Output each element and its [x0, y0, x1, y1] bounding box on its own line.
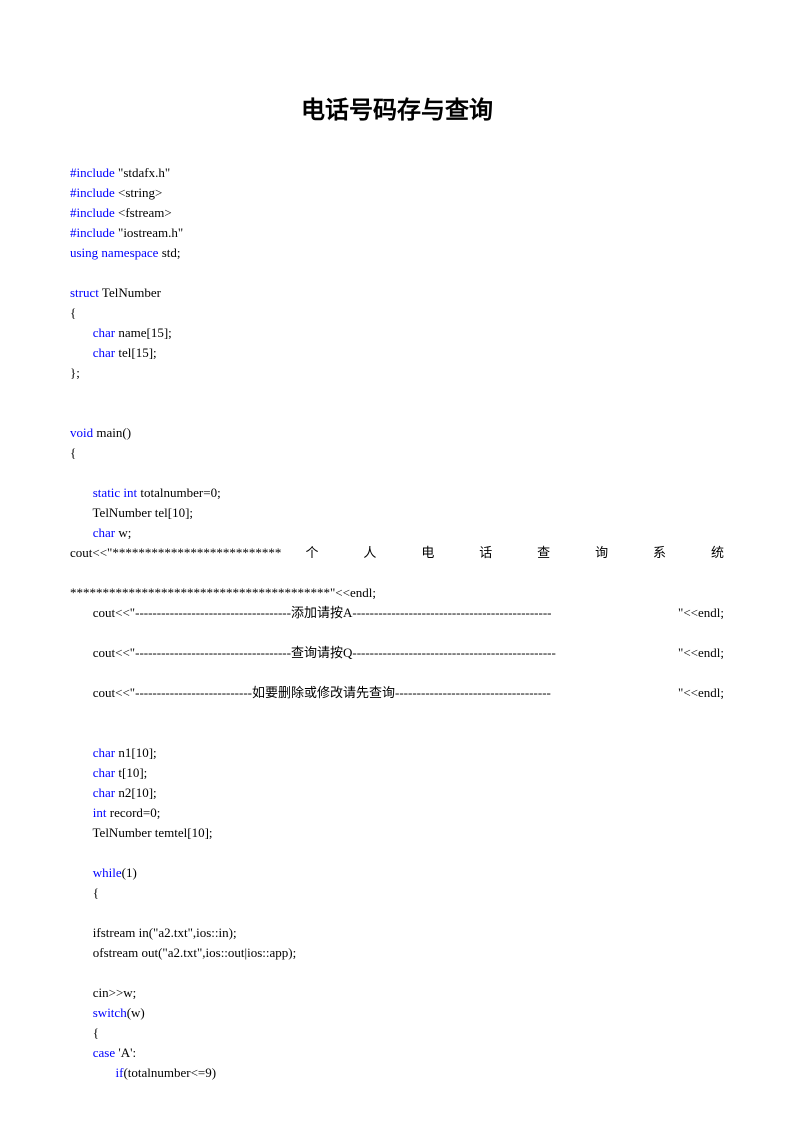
code-line: { — [70, 305, 76, 320]
code-line: #include "iostream.h" — [70, 225, 183, 240]
code-line: cin>>w; — [70, 985, 136, 1000]
code-line: int record=0; — [70, 805, 160, 820]
document-page: 电话号码存与查询 #include "stdafx.h" #include <s… — [0, 0, 794, 1123]
code-line: static int totalnumber=0; — [70, 485, 221, 500]
code-line: }; — [70, 365, 80, 380]
code-line: TelNumber temtel[10]; — [70, 825, 213, 840]
code-line: char tel[15]; — [70, 345, 157, 360]
page-title: 电话号码存与查询 — [70, 90, 724, 125]
code-line: TelNumber tel[10]; — [70, 505, 193, 520]
code-line: char w; — [70, 525, 131, 540]
code-line: using namespace std; — [70, 245, 181, 260]
code-line: #include <string> — [70, 185, 162, 200]
code-line: struct TelNumber — [70, 285, 161, 300]
code-line: char n2[10]; — [70, 785, 157, 800]
code-line: switch(w) — [70, 1005, 145, 1020]
code-line: case 'A': — [70, 1045, 136, 1060]
code-line: void main() — [70, 425, 131, 440]
code-line: #include "stdafx.h" — [70, 165, 170, 180]
code-line: ifstream in("a2.txt",ios::in); — [70, 925, 237, 940]
code-line: while(1) — [70, 865, 137, 880]
code-line: if(totalnumber<=9) — [70, 1065, 216, 1080]
code-line: char t[10]; — [70, 765, 147, 780]
code-line: char name[15]; — [70, 325, 172, 340]
code-line: { — [70, 885, 99, 900]
code-line: cout<<"---------------------------------… — [70, 643, 724, 663]
code-line: #include <fstream> — [70, 205, 172, 220]
code-line: cout<<"---------------------------如要删除或修… — [70, 683, 724, 703]
code-line: cout<<"---------------------------------… — [70, 603, 724, 623]
code-line: ****************************************… — [70, 585, 376, 600]
code-line: { — [70, 445, 76, 460]
code-line: cout<<"************************** 个 人 电 … — [70, 543, 724, 563]
code-block: #include "stdafx.h" #include <string> #i… — [70, 143, 724, 1083]
code-line: ofstream out("a2.txt",ios::out|ios::app)… — [70, 945, 296, 960]
code-line: char n1[10]; — [70, 745, 157, 760]
code-line: { — [70, 1025, 99, 1040]
